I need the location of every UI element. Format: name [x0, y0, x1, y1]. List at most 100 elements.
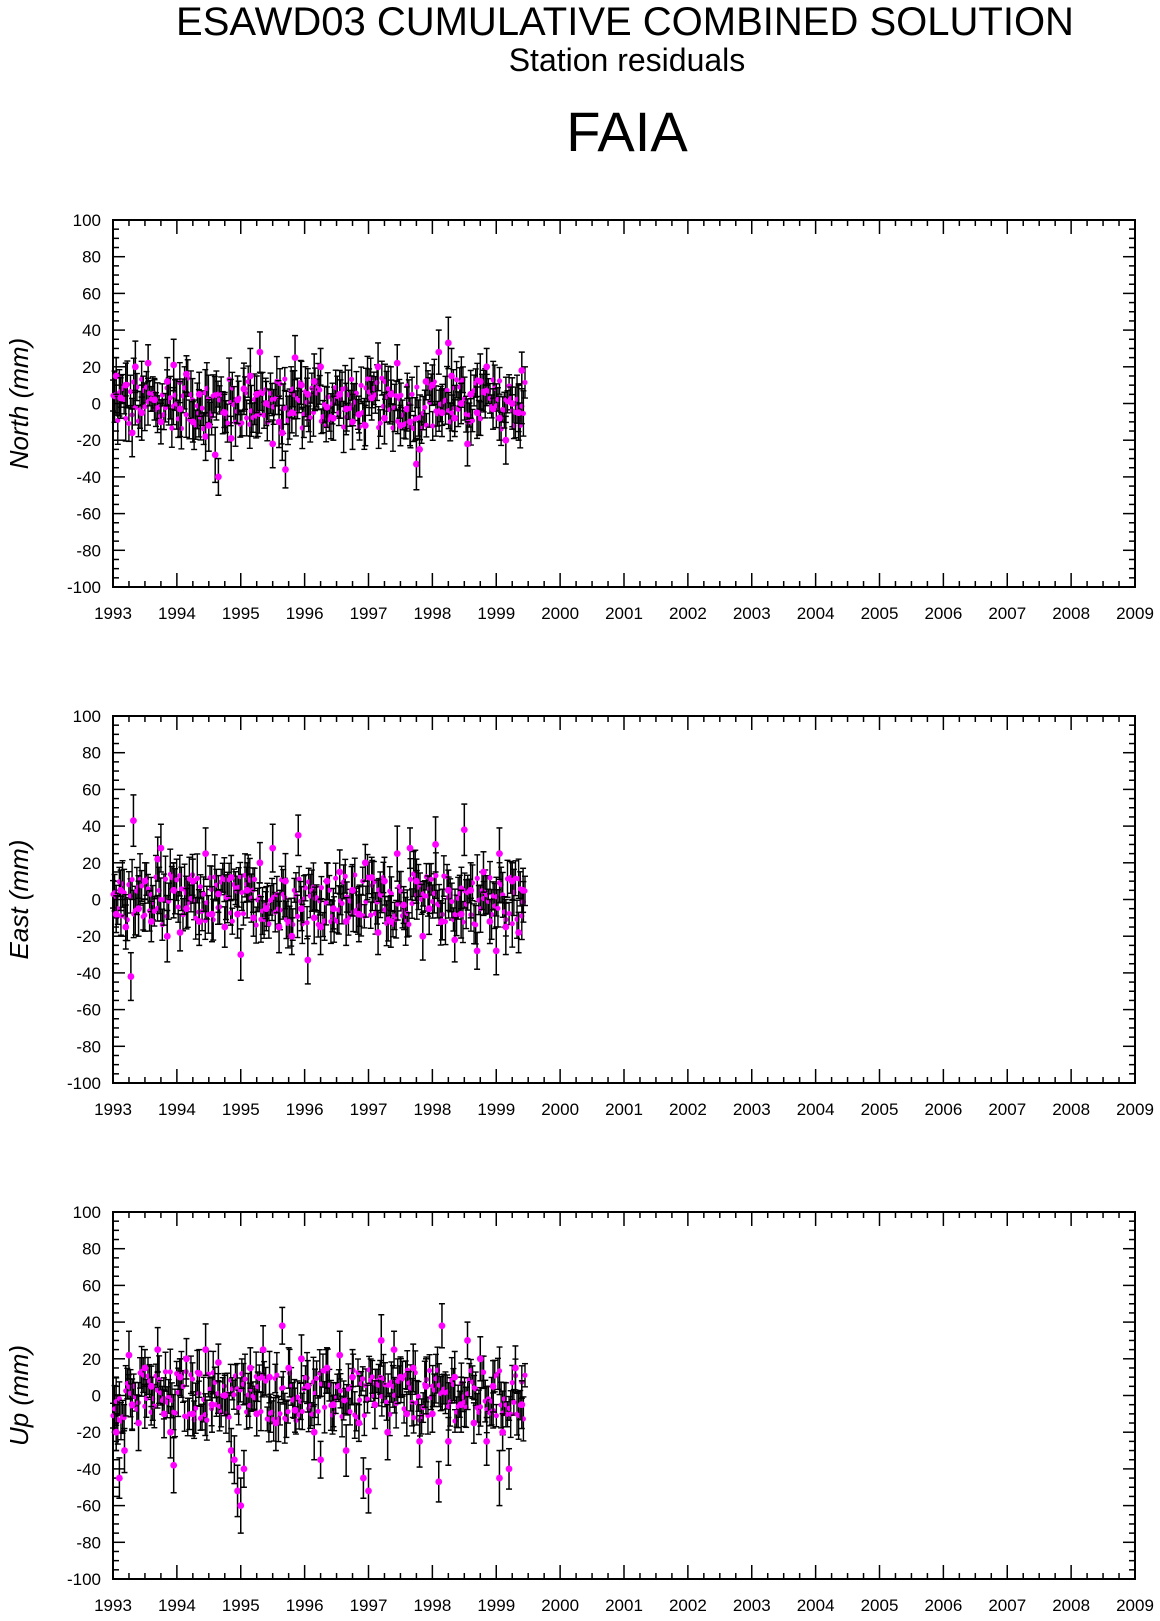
- data-point: [317, 1456, 324, 1464]
- data-point: [457, 1401, 465, 1409]
- data-point: [502, 436, 510, 444]
- y-tick-label: 80: [82, 744, 101, 763]
- y-tick-label: 40: [82, 817, 101, 836]
- data-point: [288, 932, 296, 940]
- data-point-minor: [167, 1369, 173, 1375]
- data-point: [381, 877, 388, 885]
- data-point: [492, 947, 500, 955]
- data-point: [460, 826, 468, 834]
- data-point: [240, 1465, 248, 1473]
- data-point: [413, 460, 420, 468]
- data-point: [476, 1355, 484, 1363]
- x-tick-label: 2008: [1052, 604, 1090, 623]
- data-point: [154, 1346, 162, 1354]
- data-point: [365, 1487, 372, 1495]
- data-point-minor: [307, 415, 313, 421]
- data-point-minor: [384, 1399, 390, 1405]
- data-point: [393, 850, 401, 858]
- x-tick-label: 2004: [797, 1100, 835, 1119]
- x-tick-label: 1993: [94, 1596, 132, 1615]
- x-tick-label: 1996: [286, 1100, 324, 1119]
- data-point: [515, 929, 523, 936]
- x-tick-label: 1996: [286, 1596, 324, 1615]
- data-point: [214, 1359, 222, 1366]
- x-tick-label: 2003: [733, 1100, 771, 1119]
- data-point: [336, 868, 344, 876]
- data-point-minor: [477, 1404, 484, 1410]
- data-point-minor: [189, 1376, 196, 1382]
- y-tick-label: -40: [76, 468, 101, 487]
- data-point-minor: [126, 420, 132, 427]
- data-point: [496, 850, 503, 858]
- data-point-minor: [280, 1385, 286, 1391]
- data-point: [368, 874, 376, 881]
- data-point-minor: [299, 1408, 305, 1415]
- data-point: [125, 1351, 133, 1359]
- data-point: [451, 1373, 459, 1381]
- data-point: [435, 348, 443, 356]
- data-point: [195, 1370, 203, 1377]
- x-tick-label: 1995: [222, 1596, 260, 1615]
- data-point: [393, 359, 401, 367]
- data-point-minor: [242, 1376, 248, 1382]
- y-tick-label: 20: [82, 1350, 101, 1369]
- data-point: [496, 1474, 503, 1482]
- data-point-minor: [309, 1411, 315, 1417]
- data-point: [508, 400, 516, 407]
- data-point: [147, 918, 155, 925]
- data-point: [167, 1428, 174, 1436]
- data-point: [400, 901, 408, 909]
- data-point: [496, 414, 503, 422]
- data-point: [323, 1364, 331, 1372]
- data-point: [432, 841, 439, 848]
- data-point: [214, 890, 222, 898]
- data-point-minor: [430, 423, 436, 429]
- data-point: [499, 1428, 507, 1436]
- data-point: [262, 905, 270, 913]
- x-tick-label: 2008: [1052, 1100, 1090, 1119]
- y-tick-label: 0: [92, 891, 101, 910]
- data-point-minor: [294, 1394, 301, 1400]
- data-point-minor: [226, 1414, 232, 1420]
- y-axis-label: Up (mm): [4, 1345, 34, 1446]
- data-point: [310, 378, 318, 385]
- y-tick-label: -80: [76, 541, 101, 560]
- data-point-minor: [139, 883, 145, 889]
- y-tick-label: -100: [67, 1570, 101, 1589]
- y-tick-label: -20: [76, 431, 101, 450]
- data-point-minor: [201, 891, 207, 897]
- data-point: [278, 1322, 286, 1330]
- data-point-minor: [387, 1411, 393, 1417]
- data-point-minor: [194, 875, 200, 881]
- data-point: [409, 1364, 417, 1372]
- data-point: [304, 390, 312, 398]
- x-tick-label: 2001: [605, 604, 643, 623]
- data-point: [127, 973, 135, 980]
- panel-north: 100 80 60 40 20 0 -20 -40 -60 -80 -100 1993 1994 1995…: [4, 211, 1154, 623]
- y-tick-label: 60: [82, 1276, 101, 1295]
- data-point-minor: [143, 1395, 150, 1401]
- y-tick-label: -40: [76, 1460, 101, 1479]
- data-point-minor: [261, 412, 267, 418]
- data-point-minor: [377, 420, 383, 426]
- data-point-minor: [353, 1414, 359, 1420]
- data-point: [483, 363, 491, 371]
- y-tick-label: 80: [82, 1240, 101, 1259]
- data-point: [269, 844, 277, 852]
- x-tick-label: 2001: [605, 1100, 643, 1119]
- data-point: [141, 877, 149, 885]
- data-point-minor: [469, 417, 476, 424]
- error-bar-cloud: [110, 848, 528, 949]
- data-point: [304, 956, 312, 964]
- data-point: [342, 405, 350, 413]
- data-point-minor: [504, 399, 511, 405]
- data-point-minor: [315, 1408, 321, 1414]
- data-point: [176, 929, 184, 936]
- y-tick-label: 0: [92, 1387, 101, 1406]
- x-tick-label: 2000: [541, 1596, 579, 1615]
- data-point: [170, 886, 178, 894]
- y-tick-label: -20: [76, 927, 101, 946]
- x-tick-label: 2003: [733, 1596, 771, 1615]
- data-point-minor: [193, 1405, 199, 1411]
- data-point: [202, 850, 210, 858]
